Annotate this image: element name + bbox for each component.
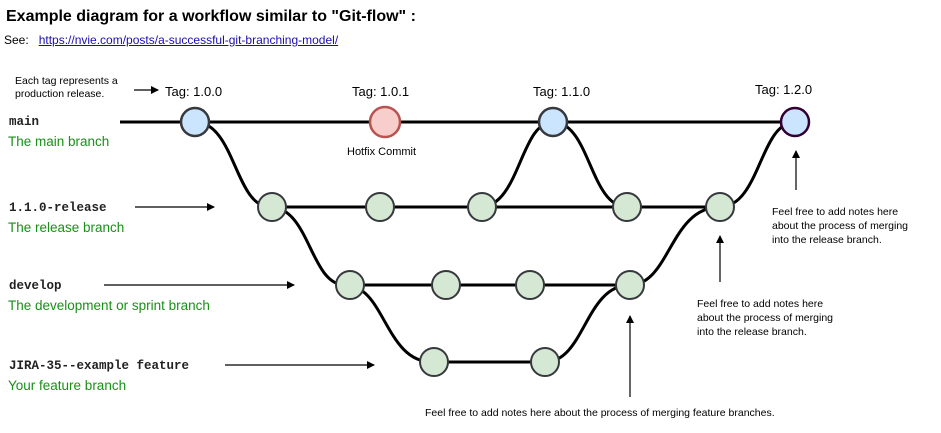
commit[interactable] bbox=[515, 270, 545, 300]
arrows bbox=[104, 86, 800, 397]
tag-commit-100[interactable] bbox=[179, 106, 211, 138]
note-top-right-line-3: into the release branch. bbox=[772, 234, 882, 246]
hotfix-label: Hotfix Commit bbox=[347, 146, 416, 158]
note-middle-line-1: Feel free to add notes here bbox=[697, 298, 823, 310]
page-title: Example diagram for a workflow similar t… bbox=[6, 8, 416, 25]
feature-branch-line bbox=[344, 283, 631, 364]
commit[interactable] bbox=[467, 192, 497, 222]
release-commits bbox=[257, 192, 735, 222]
develop-branch-line bbox=[269, 205, 721, 287]
branch-lines bbox=[120, 120, 796, 364]
tag-label-100: Tag: 1.0.0 bbox=[165, 84, 222, 99]
note-middle-line-3: into the release branch. bbox=[697, 326, 807, 338]
note-top-right-line-1: Feel free to add notes here bbox=[772, 206, 898, 218]
commit[interactable] bbox=[615, 270, 645, 300]
tag-commit-110[interactable] bbox=[537, 106, 569, 138]
tag-label-120: Tag: 1.2.0 bbox=[755, 82, 812, 97]
reference-link[interactable]: https://nvie.com/posts/a-successful-git-… bbox=[38, 33, 339, 47]
see-line: See: https://nvie.com/posts/a-successful-… bbox=[4, 33, 338, 47]
commit[interactable] bbox=[419, 347, 449, 377]
hotfix-commit[interactable] bbox=[368, 105, 402, 139]
see-label: See: bbox=[4, 33, 29, 47]
note-middle-line-2: about the process of merging bbox=[697, 312, 833, 324]
branch-name-feature: JIRA-35--example feature bbox=[9, 359, 189, 373]
branch-desc-feature: Your feature branch bbox=[8, 378, 126, 393]
commit[interactable] bbox=[612, 192, 642, 222]
branch-name-release: 1.1.0-release bbox=[9, 201, 107, 215]
commit[interactable] bbox=[257, 192, 287, 222]
note-top-right-line-2: about the process of merging bbox=[772, 220, 908, 232]
commit[interactable] bbox=[365, 192, 395, 222]
develop-commits bbox=[335, 270, 645, 300]
branch-desc-release: The release branch bbox=[8, 220, 124, 235]
feature-commits bbox=[419, 347, 560, 377]
branch-name-main: main bbox=[9, 115, 39, 129]
note-bottom: Feel free to add notes here about the pr… bbox=[425, 407, 775, 419]
commit[interactable] bbox=[431, 270, 461, 300]
tag-note-line-2: production release. bbox=[15, 88, 104, 100]
release-branch-line bbox=[194, 120, 796, 209]
tag-note-line-1: Each tag represents a bbox=[15, 75, 118, 87]
branch-name-develop: develop bbox=[9, 279, 62, 293]
branch-desc-develop: The development or sprint branch bbox=[8, 298, 210, 313]
release-branch-off-line bbox=[552, 120, 628, 209]
tag-label-101: Tag: 1.0.1 bbox=[352, 84, 409, 99]
commit[interactable] bbox=[335, 270, 365, 300]
release-merge-line bbox=[479, 120, 554, 209]
commit[interactable] bbox=[530, 347, 560, 377]
main-commits bbox=[179, 105, 811, 139]
tag-commit-120[interactable] bbox=[779, 106, 811, 138]
branch-desc-main: The main branch bbox=[8, 134, 109, 149]
tag-label-110: Tag: 1.1.0 bbox=[533, 84, 590, 99]
commit[interactable] bbox=[705, 192, 735, 222]
